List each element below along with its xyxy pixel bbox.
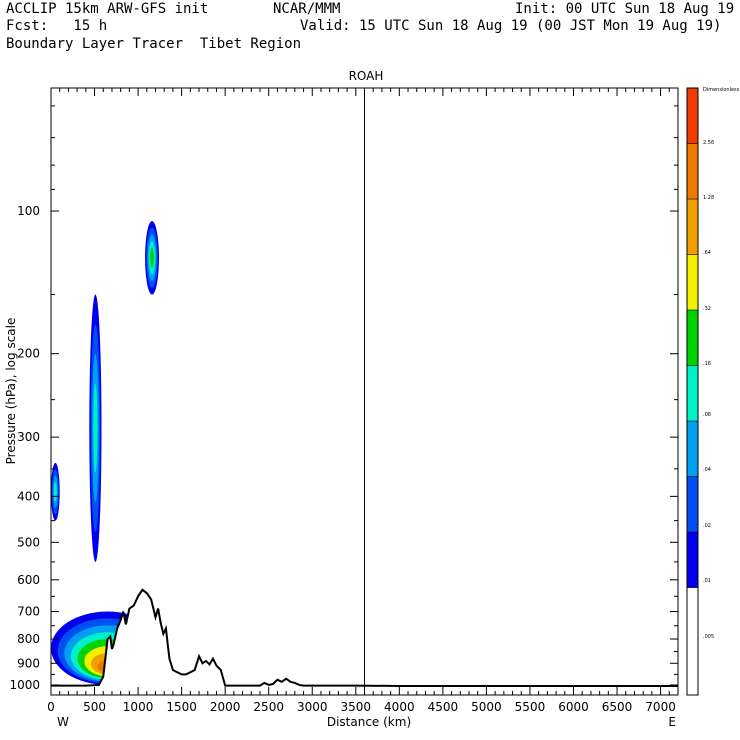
colorbar-level-label: .01	[703, 578, 711, 584]
header-line3: Boundary Layer Tracer Tibet Region	[6, 36, 302, 52]
colorbar-title: Dimensionless	[703, 87, 740, 93]
colorbar-swatch	[686, 254, 699, 311]
y-axis-label: Pressure (hPa), log scale	[4, 318, 18, 465]
header-line1-center: NCAR/MMM	[273, 1, 341, 17]
colorbar-swatch	[686, 420, 699, 477]
terrain-fill	[51, 589, 678, 695]
tracer-field-1-shade-5	[150, 247, 154, 268]
y-tick-label: 1000	[9, 678, 40, 692]
colorbar-level-label: .04	[703, 467, 711, 473]
y-tick-label: 400	[17, 489, 40, 503]
colorbar-swatch	[686, 198, 699, 255]
y-tick-label: 100	[17, 204, 40, 218]
colorbar-level-label: .005	[703, 634, 714, 640]
x-tick-label: 0	[47, 700, 55, 714]
header-line2-left: Fcst: 15 h	[6, 18, 108, 34]
header-line1-left: ACCLIP 15km ARW-GFS init	[6, 1, 209, 17]
header-line1-right: Init: 00 UTC Sun 18 Aug 19	[515, 1, 735, 17]
y-tick-label: 900	[17, 656, 40, 670]
tracer-field-3-shade-4	[53, 482, 57, 502]
chart-title: ROAH	[349, 69, 384, 83]
y-tick-label: 200	[17, 347, 40, 361]
y-tick-label: 500	[17, 535, 40, 549]
x-tick-label: 2000	[210, 700, 241, 714]
x-tick-label: 7000	[645, 700, 676, 714]
x-tick-label: 2500	[253, 700, 284, 714]
colorbar-level-label: .64	[703, 250, 711, 256]
colorbar-swatch	[686, 87, 699, 144]
x-tick-label: 1000	[123, 700, 154, 714]
x-end-label-right: E	[668, 715, 676, 729]
x-tick-label: 4500	[428, 700, 459, 714]
header-line2-right: Valid: 15 UTC Sun 18 Aug 19 (00 JST Mon …	[300, 18, 722, 34]
x-tick-label: 6000	[558, 700, 589, 714]
x-tick-label: 5500	[515, 700, 546, 714]
colorbar-swatch	[686, 531, 699, 588]
colorbar-swatch	[686, 476, 699, 533]
colorbar-swatch	[686, 143, 699, 200]
x-tick-label: 4000	[384, 700, 415, 714]
x-tick-label: 3000	[297, 700, 328, 714]
y-tick-label: 300	[17, 430, 40, 444]
colorbar-level-label: .16	[703, 361, 711, 367]
colorbar-level-label: 1.28	[703, 195, 714, 201]
x-tick-label: 1500	[166, 700, 197, 714]
x-tick-label: 6500	[602, 700, 633, 714]
colorbar-level-label: .32	[703, 306, 711, 312]
colorbar-swatch	[686, 365, 699, 422]
colorbar-level-label: .02	[703, 523, 711, 529]
tracer-field-2-shade-4	[93, 383, 98, 473]
colorbar-level-label: .08	[703, 412, 711, 418]
colorbar-swatch	[686, 309, 699, 366]
x-tick-label: 500	[83, 700, 106, 714]
terrain-surface-line	[51, 588, 678, 687]
colorbar-swatch	[686, 587, 699, 696]
colorbar-frame	[686, 87, 699, 696]
y-tick-label: 600	[17, 573, 40, 587]
y-tick-label: 800	[17, 632, 40, 646]
colorbar-level-label: 2.56	[703, 140, 714, 146]
x-tick-label: 5000	[471, 700, 502, 714]
y-tick-label: 700	[17, 605, 40, 619]
x-axis-label: Distance (km)	[327, 715, 411, 729]
x-end-label-left: W	[57, 715, 69, 729]
x-tick-label: 3500	[341, 700, 372, 714]
